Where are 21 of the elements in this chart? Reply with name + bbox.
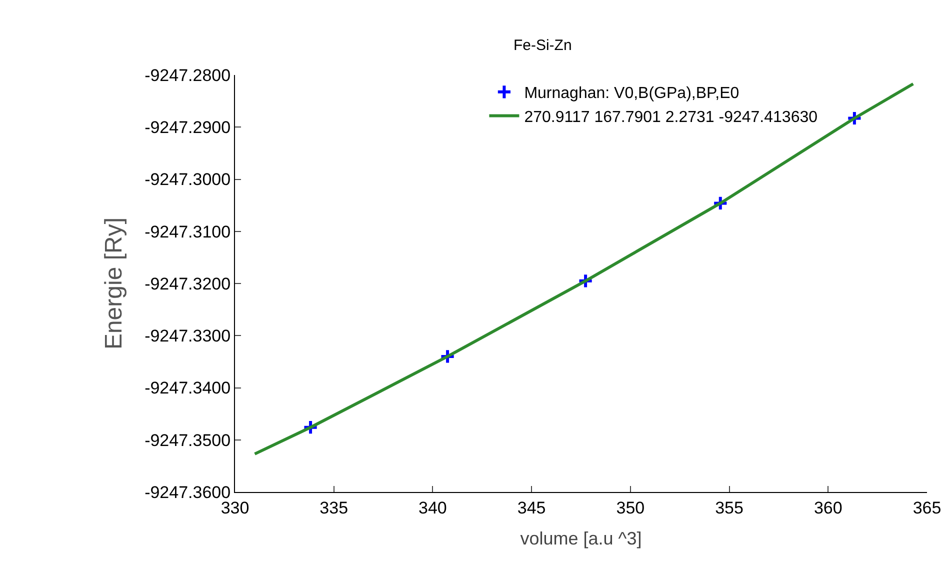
y-tick-label: -9247.3200 [144, 274, 231, 294]
y-tick-label: -9247.2800 [144, 66, 231, 85]
y-tick-label: -9247.3500 [144, 430, 231, 450]
y-tick-label: -9247.3000 [144, 170, 231, 190]
y-tick-label: -9247.3100 [144, 222, 231, 242]
line-series [253, 82, 915, 456]
legend-label: 270.9117 167.7901 2.2731 -9247.413630 [524, 108, 818, 126]
y-axis-title: Energie [Ry] [100, 217, 128, 350]
x-tick-label: 335 [320, 498, 348, 518]
y-tick-label: -9247.2900 [144, 118, 231, 138]
x-tick-label: 345 [517, 498, 546, 518]
y-tick-label: -9247.3300 [144, 326, 231, 346]
y-tick-label: -9247.3400 [144, 378, 231, 398]
chart-title: Fe-Si-Zn [513, 36, 572, 54]
x-tick-label: 365 [912, 498, 942, 518]
x-tick-label: 355 [715, 498, 744, 518]
x-tick-label: 340 [418, 498, 447, 518]
x-axis-title: volume [a.u ^3] [520, 528, 642, 548]
x-tick-label: 350 [616, 498, 645, 518]
legend-label: Murnaghan: V0,B(GPa),BP,E0 [524, 85, 740, 102]
x-tick-label: 360 [814, 498, 842, 518]
